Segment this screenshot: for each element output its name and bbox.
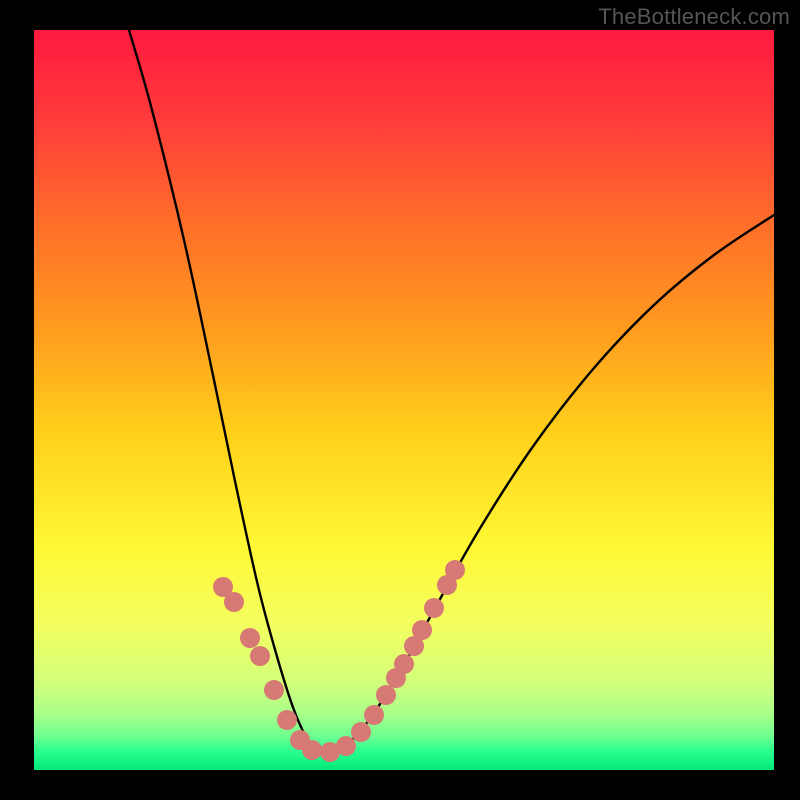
marker-point: [424, 598, 444, 618]
marker-point: [376, 685, 396, 705]
marker-point: [302, 740, 322, 760]
marker-point: [412, 620, 432, 640]
marker-point: [445, 560, 465, 580]
marker-point: [240, 628, 260, 648]
marker-point: [277, 710, 297, 730]
marker-point: [224, 592, 244, 612]
marker-point: [351, 722, 371, 742]
bottleneck-chart: [0, 0, 800, 800]
watermark-text: TheBottleneck.com: [598, 4, 790, 30]
marker-point: [250, 646, 270, 666]
marker-point: [364, 705, 384, 725]
marker-point: [394, 654, 414, 674]
chart-stage: TheBottleneck.com: [0, 0, 800, 800]
marker-point: [336, 736, 356, 756]
marker-point: [264, 680, 284, 700]
